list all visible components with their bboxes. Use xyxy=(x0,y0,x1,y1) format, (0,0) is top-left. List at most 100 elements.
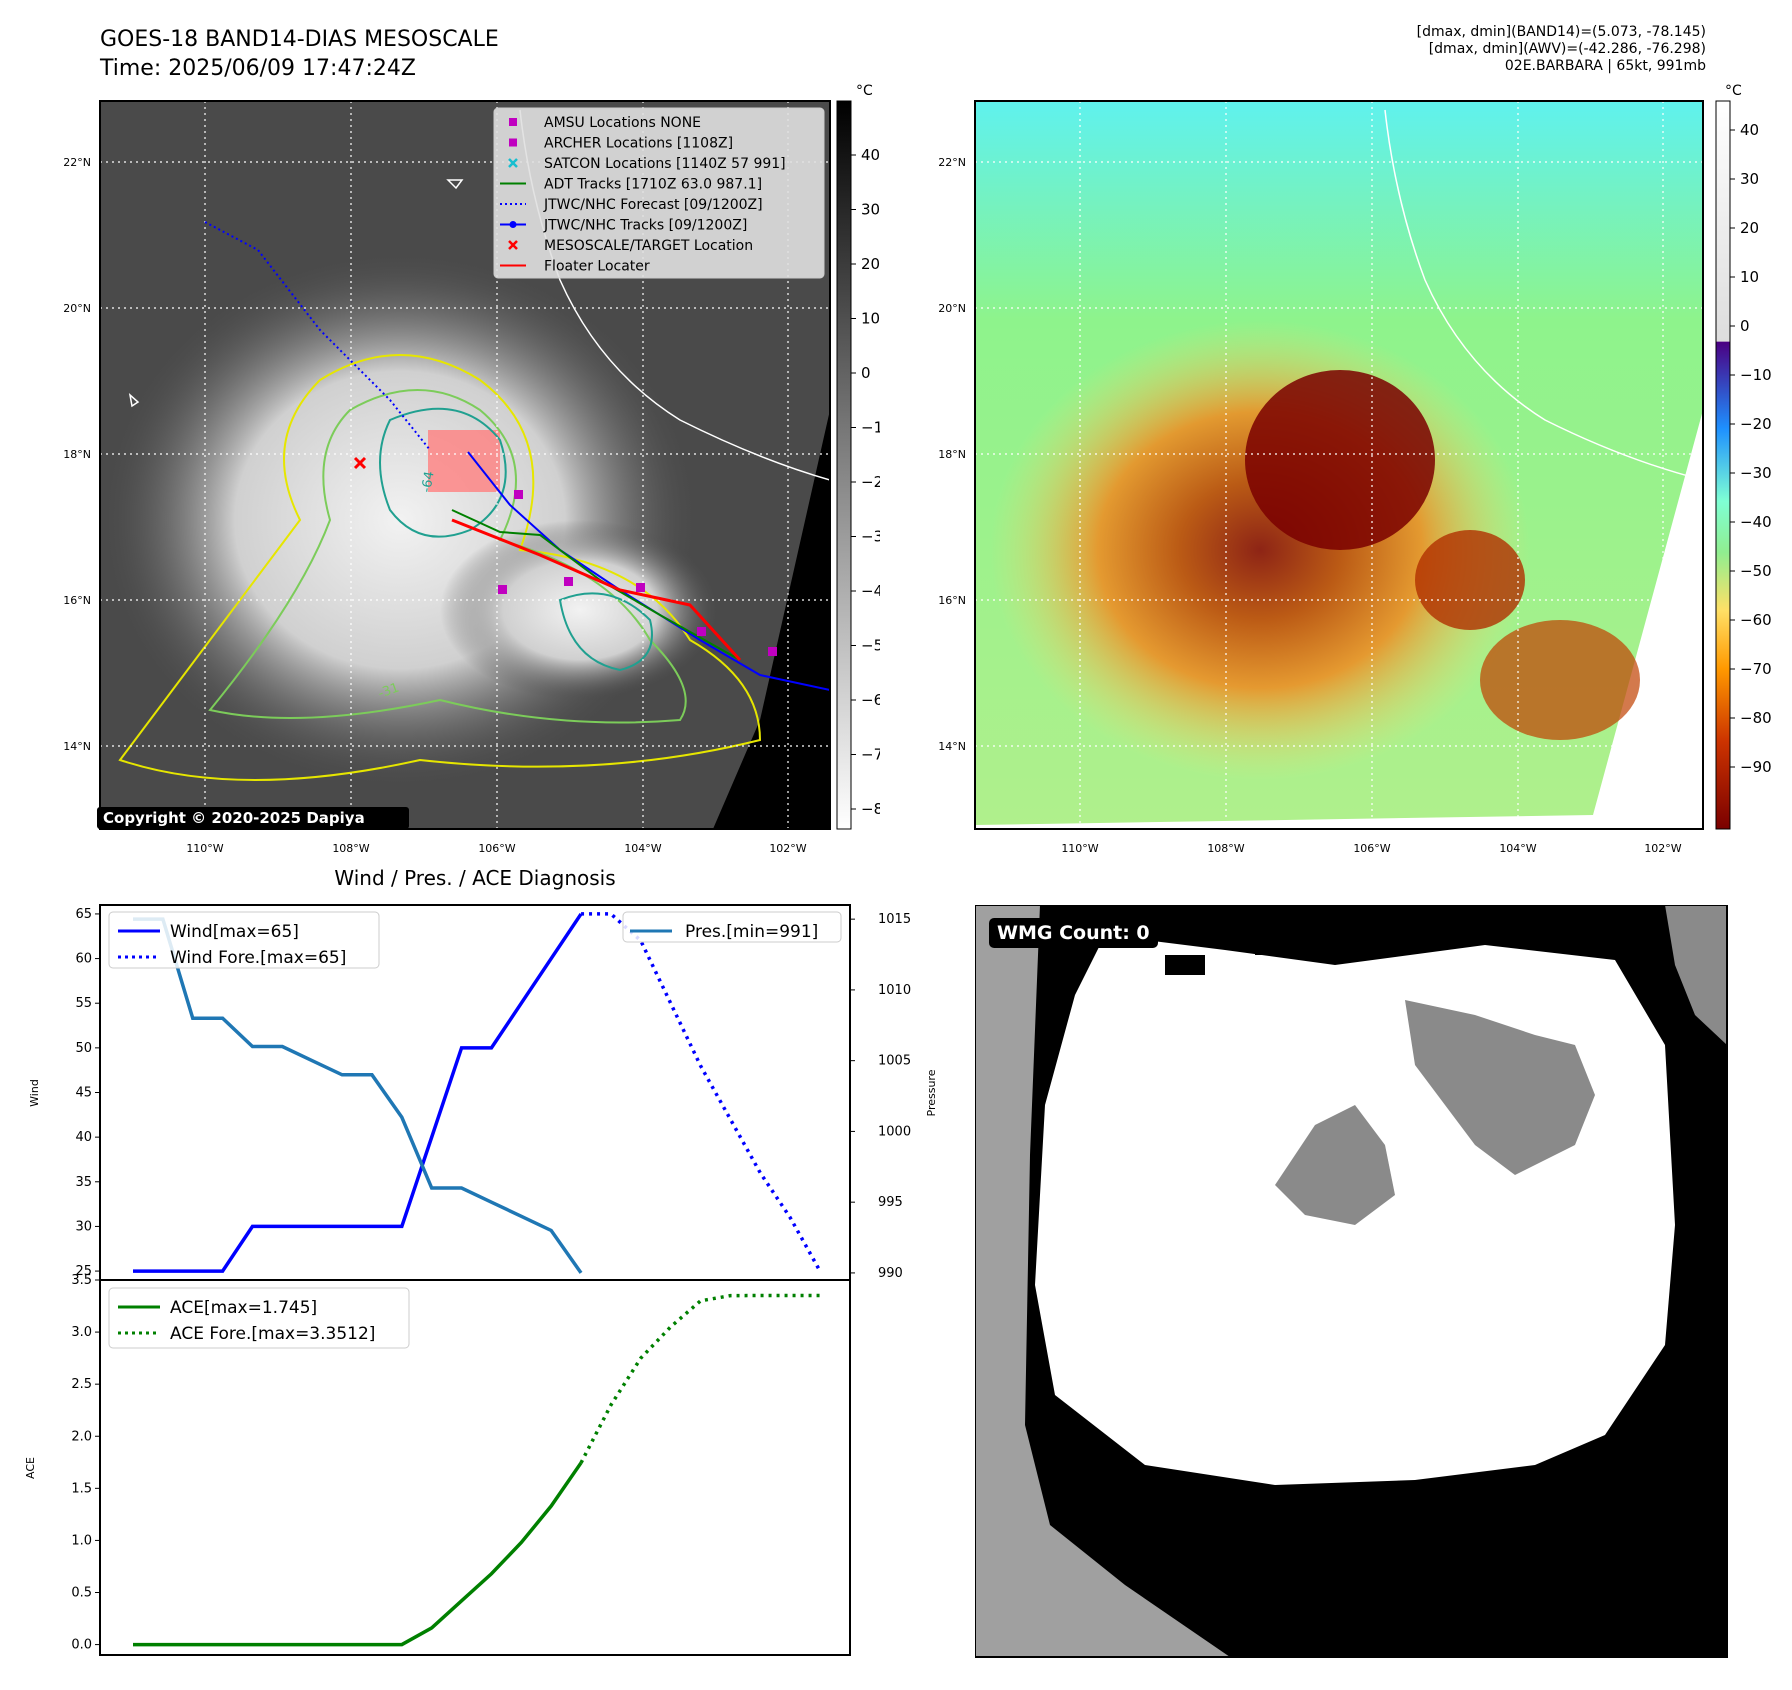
colorbar-tick-label: −50 xyxy=(861,637,880,655)
wind-legend: Wind[max=65] Wind Fore.[max=65] xyxy=(108,911,380,969)
ir-map-frame xyxy=(99,100,831,830)
wmg-panel xyxy=(975,905,1728,1658)
awv-map-frame xyxy=(974,100,1704,830)
storm-info-text: 02E.BARBARA | 65kt, 991mb xyxy=(1504,58,1706,74)
dmax-band14-text: [dmax, dmin](BAND14)=(5.073, -78.145) xyxy=(1416,24,1706,40)
awv-lat-axis: 22°N 20°N 18°N 16°N 14°N xyxy=(938,156,966,753)
diagnosis-title: Wind / Pres. / ACE Diagnosis xyxy=(334,866,615,890)
y-tick-label: 1.0 xyxy=(71,1533,92,1548)
contour-label-31: -31 xyxy=(376,680,401,701)
y-tick-label: 3.5 xyxy=(71,1273,92,1288)
awv-gridlines xyxy=(975,101,1703,829)
wind-ylabel: Wind xyxy=(28,1079,41,1107)
legend-swatch xyxy=(508,158,518,168)
wmg-count-badge: WMG Count: 0 xyxy=(989,918,1158,948)
colorbar-tick-label: 20 xyxy=(1740,219,1759,237)
awv-lat-label: 20°N xyxy=(938,302,966,315)
y-tick-label: 0.5 xyxy=(71,1586,92,1601)
ir-colorbar xyxy=(836,100,852,830)
copyright-text: Copyright © 2020-2025 Dapiya xyxy=(103,809,365,827)
y-tick-label: 3.0 xyxy=(71,1325,92,1340)
no-data-area xyxy=(713,410,830,829)
diagnosis-panel: Wind / Pres. / ACE Diagnosis Wind Pressu… xyxy=(24,866,938,1656)
floater-track xyxy=(451,518,742,662)
awv-lat-label: 22°N xyxy=(938,156,966,169)
ir-lon-axis: 110°W 108°W 106°W 104°W 102°W xyxy=(186,842,806,855)
wind-legend-label: Wind[max=65] xyxy=(170,922,299,942)
wmg-frame xyxy=(975,905,1728,1658)
series-line xyxy=(133,917,583,1274)
ir-lon-label: 110°W xyxy=(186,842,223,855)
pres-legend-label: Pres.[min=991] xyxy=(685,922,818,942)
awv-imagery xyxy=(975,101,1703,829)
dmax-awv-text: [dmax, dmin](AWV)=(-42.286, -76.298) xyxy=(1428,41,1706,57)
awv-lon-label: 106°W xyxy=(1353,842,1390,855)
series-line xyxy=(579,1293,820,1464)
figure-time: Time: 2025/06/09 17:47:24Z xyxy=(100,56,416,81)
y-tick-label: 1005 xyxy=(878,1054,911,1069)
y-tick-label: 990 xyxy=(878,1266,903,1281)
awv-lon-axis: 110°W 108°W 106°W 104°W 102°W xyxy=(1061,842,1681,855)
colorbar-tick-label: −50 xyxy=(1740,562,1772,580)
wmg-imagery xyxy=(975,905,1727,1657)
archer-points xyxy=(498,490,777,656)
colorbar-tick-label: −40 xyxy=(861,582,880,600)
awv-lon-label: 102°W xyxy=(1644,842,1681,855)
colorbar-tick-label: −80 xyxy=(861,800,880,818)
colorbar-tick-label: 10 xyxy=(1740,268,1759,286)
y-tick-label: 1015 xyxy=(878,912,911,927)
legend-label: MESOSCALE/TARGET Location xyxy=(544,238,753,254)
ir-lon-label: 106°W xyxy=(478,842,515,855)
colorbar-tick-label: −40 xyxy=(1740,513,1772,531)
ir-lat-label: 18°N xyxy=(63,448,91,461)
ace-ylabel: ACE xyxy=(24,1457,37,1479)
ir-lat-axis: 22°N 20°N 18°N 16°N 14°N xyxy=(63,156,91,753)
legend-swatch xyxy=(508,240,518,250)
ir-lon-label: 104°W xyxy=(624,842,661,855)
legend-label: JTWC/NHC Forecast [09/1200Z] xyxy=(543,197,763,213)
series-line xyxy=(133,1461,583,1647)
colorbar-tick-label: −70 xyxy=(861,746,880,764)
copyright-bg xyxy=(97,807,409,829)
colorbar-tick-label: −90 xyxy=(1740,758,1772,776)
colorbar-tick-label: −30 xyxy=(1740,464,1772,482)
colorbar-tick-label: −80 xyxy=(1740,709,1772,727)
colorbar-tick-label: −10 xyxy=(861,419,880,437)
floater-box xyxy=(428,430,500,492)
colorbar-tick-label: −70 xyxy=(1740,660,1772,678)
y-tick-label: 40 xyxy=(75,1130,92,1145)
y-tick-label: 60 xyxy=(75,952,92,967)
ir-legend: AMSU Locations NONE ARCHER Locations [110… xyxy=(493,107,825,279)
colorbar-tick-label: −10 xyxy=(1740,366,1772,384)
colorbar-tick-label: −60 xyxy=(1740,611,1772,629)
colorbar-tick-label: 30 xyxy=(861,201,880,219)
y-tick-label: 1.5 xyxy=(71,1481,92,1496)
legend-label: Floater Locater xyxy=(544,259,650,275)
y-tick-label: 30 xyxy=(75,1219,92,1234)
colorbar-tick-label: 10 xyxy=(861,310,880,328)
awv-lon-label: 104°W xyxy=(1499,842,1536,855)
colorbar-tick-label: −30 xyxy=(861,528,880,546)
y-tick-label: 0.0 xyxy=(71,1638,92,1653)
colorbar-tick-label: 40 xyxy=(1740,121,1759,139)
y-tick-label: 1000 xyxy=(878,1124,911,1139)
awv-lat-label: 18°N xyxy=(938,448,966,461)
wind-fore-legend-label: Wind Fore.[max=65] xyxy=(170,948,346,968)
legend-label: AMSU Locations NONE xyxy=(544,115,701,131)
y-tick-label: 995 xyxy=(878,1195,903,1210)
ir-lat-label: 20°N xyxy=(63,302,91,315)
ir-lat-label: 14°N xyxy=(63,740,91,753)
contour-label-64: -64 xyxy=(419,470,437,494)
pres-legend: Pres.[min=991] xyxy=(622,911,842,943)
ace-legend: ACE[max=1.745] ACE Fore.[max=3.3512] xyxy=(108,1287,410,1349)
legend-label: SATCON Locations [1140Z 57 991] xyxy=(544,156,786,172)
colorbar-tick-label: −60 xyxy=(861,691,880,709)
colorbar-tick-label: 0 xyxy=(1740,317,1750,335)
forecast-track xyxy=(204,221,431,451)
awv-lon-label: 110°W xyxy=(1061,842,1098,855)
pressure-ylabel: Pressure xyxy=(925,1069,938,1116)
colorbar-tick-label: 20 xyxy=(861,255,880,273)
awv-lon-label: 108°W xyxy=(1207,842,1244,855)
awv-colorbar xyxy=(1715,100,1731,830)
series-line xyxy=(581,912,822,1272)
